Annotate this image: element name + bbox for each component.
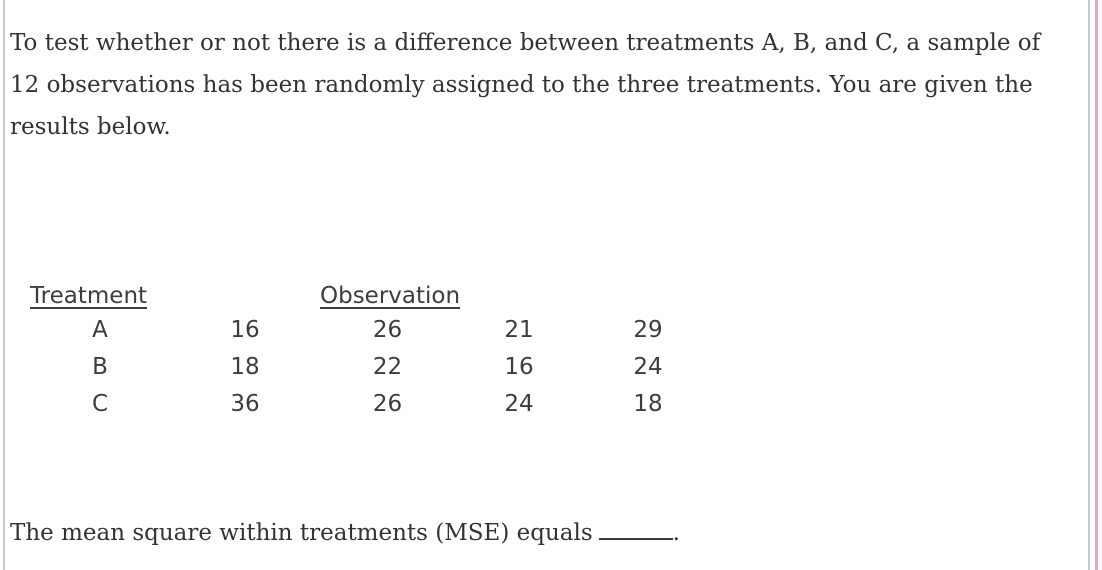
treatment-label: C [91, 391, 109, 417]
observation-value: 16 [230, 317, 260, 343]
answer-blank-line [598, 537, 673, 540]
spacer-cell [583, 281, 713, 312]
table-row-treatment-b: B 18 22 16 24 [30, 349, 713, 386]
table-header-row: Treatment Observation [30, 281, 713, 312]
answer-sentence-text: The mean square within treatments (MSE) … [10, 520, 593, 546]
observation-column-header: Observation [320, 283, 461, 309]
right-border-line [1088, 0, 1090, 570]
question-line-2: 12 observations has been randomly assign… [10, 72, 1033, 98]
spacer-cell [170, 281, 320, 312]
observation-value: 21 [504, 317, 534, 343]
treatment-label: B [92, 354, 108, 380]
treatment-label: A [92, 317, 108, 343]
table-row-treatment-a: A 16 26 21 29 [30, 312, 713, 349]
treatment-column-header: Treatment [30, 283, 148, 309]
spacer-cell [455, 281, 583, 312]
observation-value: 16 [504, 354, 534, 380]
observation-value: 29 [633, 317, 663, 343]
observation-value: 26 [372, 317, 403, 343]
observation-value: 26 [372, 391, 403, 417]
table-row-treatment-c: C 36 26 24 18 [30, 386, 713, 423]
answer-sentence-period: . [672, 520, 680, 546]
observation-value: 36 [230, 391, 260, 417]
question-line-1: To test whether or not there is a differ… [10, 30, 1041, 56]
observation-value: 18 [633, 391, 663, 417]
left-border-line [3, 0, 5, 570]
observation-value: 22 [372, 354, 403, 380]
pink-accent-line [1095, 0, 1098, 570]
observation-value: 24 [633, 354, 663, 380]
question-line-3: results below. [10, 114, 171, 140]
answer-sentence: The mean square within treatments (MSE) … [10, 518, 680, 548]
observations-table: Treatment Observation A 16 26 21 29 B 18… [30, 281, 713, 423]
question-paragraph: To test whether or not there is a differ… [10, 22, 1040, 148]
observation-value: 18 [230, 354, 260, 380]
observation-value: 24 [504, 391, 534, 417]
